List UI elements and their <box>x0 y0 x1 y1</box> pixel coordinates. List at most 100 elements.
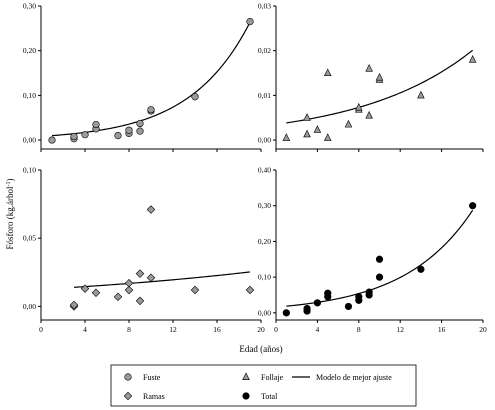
y-tick-label: 0,00 <box>258 308 271 317</box>
data-point-follaje <box>468 55 477 63</box>
data-point-total <box>313 299 322 307</box>
panels: 0,00 0,10 0,20 0,30 0,00 0,01 0,02 0,03 0 4 8 12 16 2… <box>23 2 487 335</box>
legend-item-fuste: Fuste <box>124 373 161 382</box>
y-tick-label: 0,10 <box>258 273 271 282</box>
data-point-total <box>324 289 332 297</box>
data-point-fuste <box>246 18 254 26</box>
data-point-follaje <box>303 113 311 121</box>
legend-item-modelo-de-mejor-ajuste: Modelo de mejor ajuste <box>292 373 392 382</box>
data-point-ramas <box>80 284 90 293</box>
data-point-total <box>282 309 290 317</box>
data-point-total <box>375 273 384 281</box>
fit-line-follaje <box>286 49 474 124</box>
data-point-fuste <box>70 132 78 141</box>
data-point-total <box>375 255 384 263</box>
legend-label: Total <box>261 392 278 401</box>
panel-ramas-axes <box>40 170 261 321</box>
data-point-ramas <box>113 292 123 302</box>
data-point-follaje <box>323 68 332 77</box>
data-point-ramas <box>69 300 79 310</box>
data-point-fuste <box>92 120 100 129</box>
y-tick-label: 0,40 <box>258 166 271 175</box>
data-point-ramas <box>146 273 156 282</box>
y-tick-label: 0,20 <box>258 237 271 246</box>
data-point-follaje <box>365 110 373 119</box>
legend-marker <box>242 392 250 400</box>
data-point-follaje <box>313 125 322 133</box>
y-tick-label: 0,30 <box>258 201 271 210</box>
panel-total: 0 4 8 12 16 20 0,00 0,10 0,20 0,30 0,40 <box>258 166 487 335</box>
y-axis-title: Fósforo (kg.árbol-1) <box>5 179 15 250</box>
data-point-total <box>365 288 373 296</box>
data-point-ramas <box>135 296 145 306</box>
panel-ramas: 0 4 8 12 16 20 0,00 0,05 0,10 <box>23 166 265 335</box>
data-point-follaje <box>417 90 425 99</box>
legend-item-ramas: Ramas <box>123 391 165 401</box>
legend-item-follaje: Follaje <box>242 372 284 382</box>
fit-line-ramas <box>73 271 251 288</box>
data-point-total <box>344 302 353 311</box>
x-tick-label: 0 <box>39 325 43 334</box>
x-tick-label: 20 <box>479 325 487 334</box>
x-axis-title: Edad (años) <box>239 344 282 354</box>
x-tick-label: 20 <box>257 325 265 334</box>
legend-label: Ramas <box>143 392 165 401</box>
data-point-total <box>355 293 363 301</box>
legend-label: Follaje <box>261 373 284 382</box>
data-point-ramas <box>135 269 145 278</box>
data-point-ramas <box>190 285 200 295</box>
y-tick-label: 0,03 <box>258 2 271 11</box>
data-point-ramas <box>124 285 134 295</box>
data-point-total <box>469 202 477 210</box>
legend-label: Fuste <box>143 373 161 382</box>
x-tick-label: 4 <box>316 325 320 334</box>
x-tick-label: 4 <box>83 325 87 334</box>
panel-follaje: 0,00 0,01 0,02 0,03 <box>258 2 484 152</box>
data-point-fuste <box>136 127 144 135</box>
y-tick-label: 0,00 <box>23 136 36 145</box>
legend-marker <box>242 372 250 381</box>
panel-fuste-axes <box>40 6 261 150</box>
data-point-fuste <box>147 106 155 114</box>
data-point-follaje <box>375 72 384 81</box>
x-tick-label: 0 <box>274 325 278 334</box>
legend-box <box>110 364 417 407</box>
data-point-ramas <box>146 205 156 214</box>
x-tick-label: 16 <box>438 325 446 334</box>
legend-label: Modelo de mejor ajuste <box>316 373 392 382</box>
y-tick-label: 0,10 <box>23 166 36 175</box>
data-point-follaje <box>344 119 353 128</box>
x-tick-label: 12 <box>169 325 177 334</box>
y-tick-label: 0,00 <box>23 302 36 311</box>
legend-marker <box>123 391 133 401</box>
y-axis-title-sup: -1 <box>6 182 12 187</box>
y-tick-label: 0,20 <box>23 46 36 55</box>
y-axis-title-main: Fósforo (kg.árbol <box>5 186 15 249</box>
data-point-fuste <box>48 136 56 144</box>
x-tick-label: 8 <box>357 325 361 334</box>
fit-line-fuste <box>51 22 251 137</box>
y-tick-label: 0,10 <box>23 91 36 100</box>
y-tick-label: 0,05 <box>23 234 36 243</box>
data-point-total <box>417 265 425 273</box>
y-tick-label: 0,01 <box>258 91 271 100</box>
x-tick-label: 8 <box>127 325 131 334</box>
data-point-follaje <box>323 133 332 141</box>
data-point-ramas <box>124 278 134 288</box>
data-point-follaje <box>282 133 291 141</box>
data-point-follaje <box>303 129 311 138</box>
legend: Fuste Follaje Modelo de mejor ajuste Ramas T… <box>110 364 417 407</box>
y-tick-label: 0,02 <box>258 46 271 55</box>
data-point-follaje <box>355 102 363 111</box>
y-axis-title-close: ) <box>5 179 15 182</box>
panel-fuste: 0,00 0,10 0,20 0,30 <box>23 2 262 152</box>
data-point-fuste <box>81 131 89 139</box>
data-point-follaje <box>365 63 373 72</box>
x-tick-label: 12 <box>396 325 404 334</box>
data-point-fuste <box>191 93 199 101</box>
panel-total-axes <box>275 170 483 321</box>
data-point-total <box>303 304 311 313</box>
data-point-fuste <box>136 119 144 128</box>
data-point-ramas <box>91 288 101 297</box>
